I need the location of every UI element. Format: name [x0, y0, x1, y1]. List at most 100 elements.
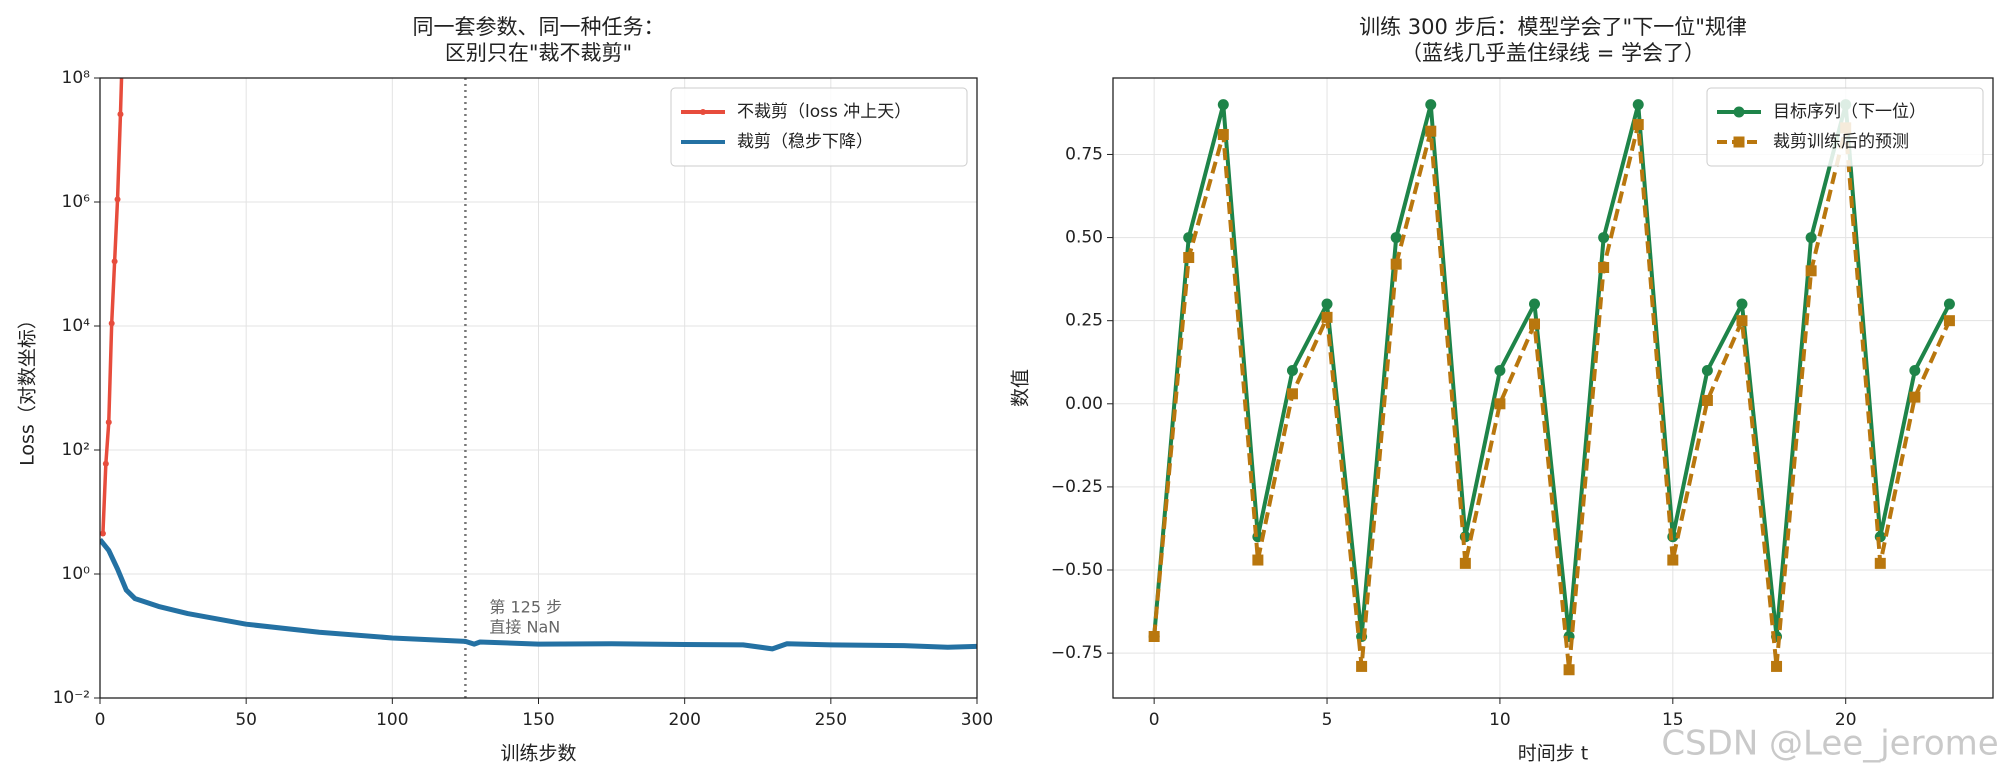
y-tick-label: 10² [62, 440, 90, 460]
marker [1321, 298, 1333, 310]
legend-box [1706, 87, 1984, 167]
marker [1286, 388, 1298, 400]
marker [1183, 252, 1195, 264]
chart-title: （蓝线几乎盖住绿线 = 学会了） [1401, 41, 1705, 65]
x-tick-label: 250 [815, 710, 847, 730]
x-axis-label: 训练步数 [500, 743, 576, 765]
series-line [100, 537, 977, 652]
y-tick-label: 10⁻² [53, 688, 90, 708]
plot-area [100, 13, 977, 652]
y-axis-label: 数值 [1010, 369, 1032, 407]
x-tick-label: 150 [522, 710, 554, 730]
chart-title: 区别只在"裁不裁剪" [445, 41, 632, 65]
x-tick-label: 20 [1835, 710, 1857, 730]
marker [100, 530, 106, 537]
legend-marker [1733, 106, 1745, 118]
marker [1321, 311, 1333, 323]
x-tick-label: 5 [1322, 710, 1333, 730]
marker [1425, 99, 1437, 111]
annotation: 第 125 步 [489, 598, 562, 617]
marker [1529, 298, 1541, 310]
marker [1909, 365, 1921, 377]
marker [1425, 125, 1437, 137]
marker [1286, 365, 1298, 377]
marker [1874, 557, 1886, 569]
marker [1598, 261, 1610, 273]
legend-label: 裁剪训练后的预测 [1773, 132, 1909, 152]
y-tick-label: 0.50 [1065, 228, 1103, 248]
marker [1632, 99, 1644, 111]
marker [117, 111, 124, 118]
marker [1943, 315, 1955, 327]
marker [111, 258, 118, 265]
marker [1805, 265, 1817, 277]
marker [105, 419, 112, 426]
x-tick-label: 50 [235, 710, 257, 730]
legend-marker [700, 109, 706, 115]
x-tick-label: 100 [376, 710, 408, 730]
marker [1390, 232, 1402, 244]
marker [1736, 315, 1748, 327]
legend-label: 目标序列（下一位） [1773, 102, 1926, 122]
marker [1390, 258, 1402, 270]
x-axis-label: 时间步 t [1518, 743, 1589, 765]
marker [1736, 298, 1748, 310]
legend-label: 裁剪（稳步下降） [737, 132, 873, 152]
marker [108, 320, 115, 327]
y-tick-label: −0.25 [1051, 477, 1103, 497]
marker [1598, 232, 1610, 244]
marker [1459, 557, 1471, 569]
y-tick-label: −0.50 [1051, 560, 1103, 580]
marker [1701, 394, 1713, 406]
series-line [1152, 102, 1952, 639]
plot-frame [1112, 77, 1994, 699]
legend-box [670, 87, 968, 167]
marker [1494, 398, 1506, 410]
marker [1217, 99, 1229, 111]
x-tick-label: 15 [1662, 710, 1684, 730]
marker [1148, 630, 1160, 642]
chart-title: 训练 300 步后：模型学会了"下一位"规律 [1359, 15, 1747, 39]
y-tick-label: 0.00 [1065, 394, 1103, 414]
y-tick-label: 10⁶ [62, 192, 91, 212]
y-axis-label: Loss（对数坐标） [17, 310, 39, 466]
y-tick-label: 10⁸ [62, 68, 91, 88]
marker [102, 460, 109, 467]
marker [1771, 660, 1783, 672]
marker [1529, 318, 1541, 330]
legend-marker [1733, 136, 1745, 148]
marker [1183, 232, 1195, 244]
marker [1252, 554, 1264, 566]
marker [1217, 129, 1229, 141]
y-tick-label: 10⁰ [62, 564, 91, 584]
marker [1909, 391, 1921, 403]
marker [120, 13, 126, 19]
marker [1356, 660, 1368, 672]
marker [1667, 554, 1679, 566]
annotation: 直接 NaN [489, 618, 560, 637]
marker [1805, 232, 1817, 244]
legend-label: 不裁剪（loss 冲上天） [737, 102, 911, 122]
x-tick-label: 300 [961, 710, 993, 730]
x-tick-label: 10 [1489, 710, 1511, 730]
marker [1563, 664, 1575, 676]
marker [1701, 365, 1713, 377]
plot-area [1148, 99, 1955, 676]
watermark: CSDN @Lee_jerome [1661, 724, 1998, 764]
x-tick-label: 0 [1149, 710, 1160, 730]
x-tick-label: 0 [95, 710, 106, 730]
y-tick-label: 0.25 [1065, 311, 1103, 331]
x-tick-label: 200 [668, 710, 700, 730]
y-tick-label: −0.75 [1051, 643, 1103, 663]
series-line [101, 78, 124, 534]
y-tick-label: 10⁴ [62, 316, 91, 336]
marker [1943, 298, 1955, 310]
marker [1494, 365, 1506, 377]
marker [1632, 119, 1644, 131]
series-line [1152, 122, 1952, 672]
plot-frame [99, 77, 978, 699]
chart-title: 同一套参数、同一种任务： [413, 15, 665, 39]
y-tick-label: 0.75 [1065, 144, 1103, 164]
marker [114, 196, 121, 203]
